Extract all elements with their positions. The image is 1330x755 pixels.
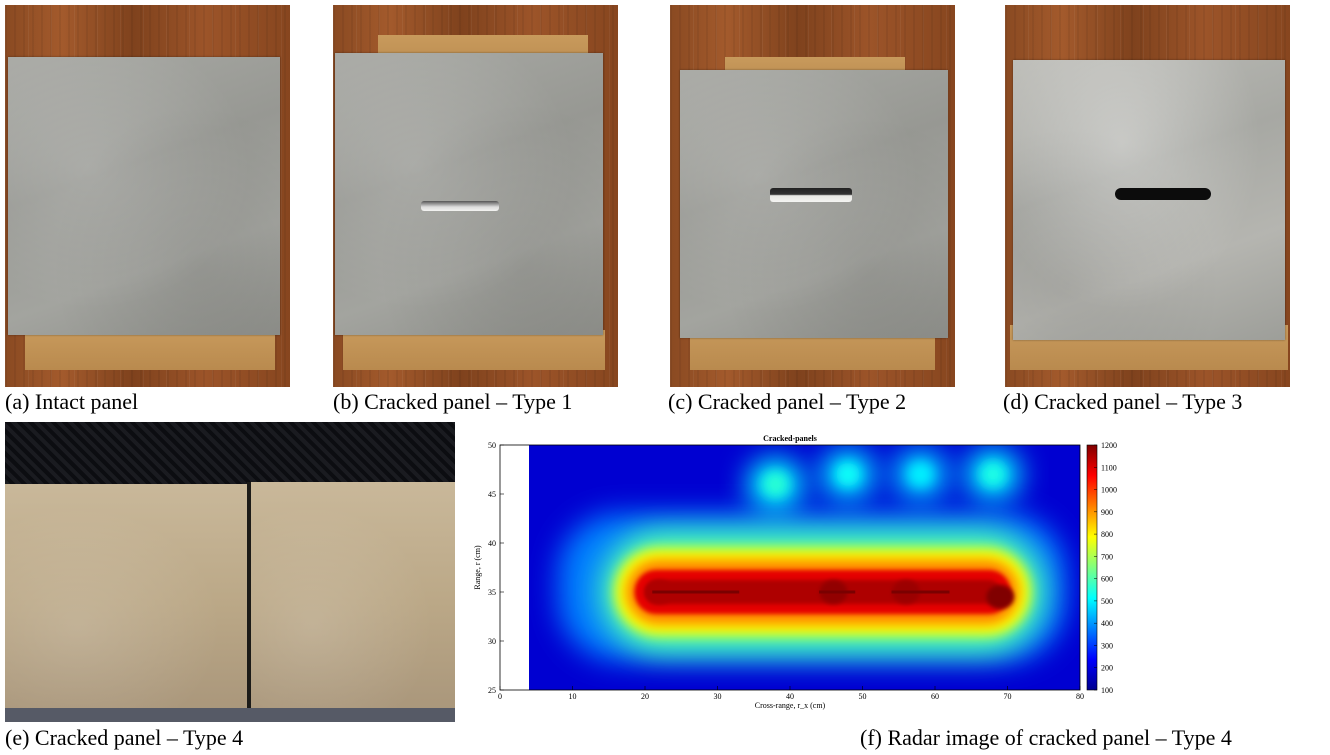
y-tick-label: 35 <box>488 588 496 597</box>
heatmap-blob-2 <box>908 462 933 487</box>
colorbar-tick-label: 1200 <box>1101 441 1117 450</box>
heatmap-blob-4 <box>763 472 788 497</box>
caption-d: (d) Cracked panel – Type 3 <box>1003 389 1243 414</box>
concrete-block-right <box>251 482 455 722</box>
x-tick-label: 80 <box>1076 692 1084 701</box>
caption-f: (f) Radar image of cracked panel – Type … <box>860 725 1232 750</box>
crack-striation-1 <box>652 590 740 594</box>
x-tick-label: 0 <box>498 692 502 701</box>
radar-heatmap-chart: Cracked-panels 0 10 20 30 40 50 60 70 80 25 30 35 40 4… <box>473 434 1117 710</box>
colorbar-tick-label: 100 <box>1101 686 1113 695</box>
x-tick-label: 20 <box>641 692 649 701</box>
x-tick-label: 10 <box>569 692 577 701</box>
concrete-slab <box>8 57 280 335</box>
photo-cracked-type-1 <box>333 5 618 387</box>
heatmap-hotspot-1 <box>986 584 1015 609</box>
caption-e: (e) Cracked panel – Type 4 <box>5 725 244 750</box>
x-axis-label: Cross-range, r_x (cm) <box>755 701 826 710</box>
x-tick-label: 50 <box>859 692 867 701</box>
y-tick-label: 45 <box>488 490 496 499</box>
concrete-slab <box>335 53 603 335</box>
colorbar-tick-label: 500 <box>1101 597 1113 606</box>
photo-cracked-type-3 <box>1005 5 1290 387</box>
x-tick-label: 30 <box>714 692 722 701</box>
colorbar-tick-label: 300 <box>1101 641 1113 650</box>
crack-gap <box>247 482 251 722</box>
crack-striation-2 <box>819 590 856 594</box>
x-tick-label: 70 <box>1004 692 1012 701</box>
colorbar-tick-label: 400 <box>1101 619 1113 628</box>
colorbar-tick-label: 1100 <box>1101 463 1117 472</box>
y-axis-label: Range, r (cm) <box>473 545 482 590</box>
colorbar-tick-label: 200 <box>1101 664 1113 673</box>
colorbar-tick-label: 700 <box>1101 552 1113 561</box>
colorbar-tick-label: 1000 <box>1101 486 1117 495</box>
concrete-slab <box>680 70 948 338</box>
y-tick-label: 50 <box>488 441 496 450</box>
caption-b: (b) Cracked panel – Type 1 <box>333 389 573 414</box>
heatmap-blob-3 <box>981 462 1005 487</box>
crack-slot <box>1115 188 1211 200</box>
caption-c: (c) Cracked panel – Type 2 <box>668 389 907 414</box>
concrete-block-left <box>5 484 247 722</box>
photo-cracked-type-2 <box>670 5 955 387</box>
y-tick-label: 30 <box>488 637 496 646</box>
colorbar-tick-label: 900 <box>1101 508 1113 517</box>
colorbar <box>1086 444 1098 691</box>
crack-slot <box>421 201 499 211</box>
caption-a: (a) Intact panel <box>5 389 139 414</box>
chart-title: Cracked-panels <box>763 434 817 443</box>
heatmap-blob-1 <box>836 462 860 487</box>
radar-image-figure: Cracked-panels 0 10 20 30 40 50 60 70 80 25 30 35 40 4… <box>465 430 1325 725</box>
crack-slot <box>770 188 852 202</box>
photo-intact-panel <box>5 5 290 387</box>
x-tick-label: 60 <box>931 692 939 701</box>
concrete-slab <box>1013 60 1285 340</box>
colorbar-tick-label: 600 <box>1101 575 1113 584</box>
x-tick-label: 40 <box>786 692 794 701</box>
y-tick-label: 40 <box>488 539 496 548</box>
y-tick-label: 25 <box>488 686 496 695</box>
photo-cracked-type-4 <box>5 422 455 722</box>
colorbar-tick-label: 800 <box>1101 530 1113 539</box>
crack-striation-3 <box>891 590 950 594</box>
